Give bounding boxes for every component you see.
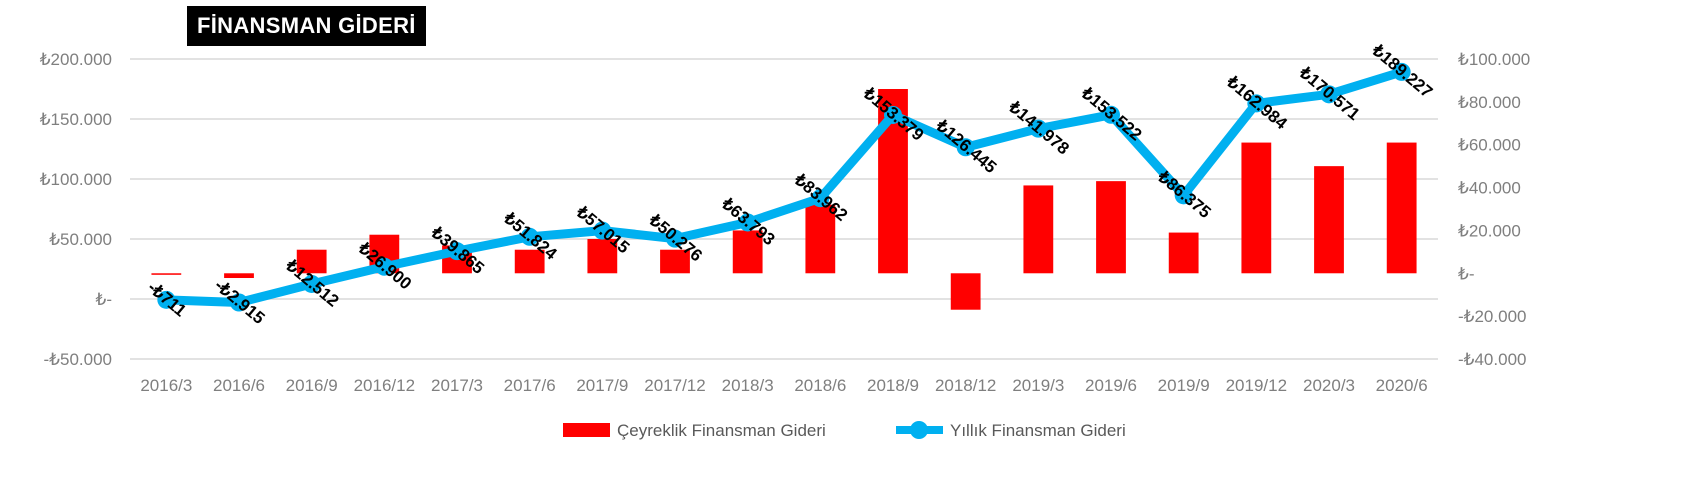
bar xyxy=(1168,232,1199,274)
left-tick-label: ₺100.000 xyxy=(40,170,112,189)
line-point xyxy=(520,227,539,246)
right-tick-label: ₺20.000 xyxy=(1458,221,1521,240)
line-point xyxy=(738,213,757,232)
bar xyxy=(660,249,690,274)
left-tick-label: -₺50.000 xyxy=(44,350,112,369)
x-tick-label: 2016/12 xyxy=(354,376,415,395)
legend-swatch-marker xyxy=(910,421,928,439)
line-point xyxy=(1029,119,1048,138)
right-tick-label: ₺40.000 xyxy=(1458,179,1521,198)
x-tick-label: 2019/3 xyxy=(1012,376,1064,395)
x-tick-label: 2017/9 xyxy=(576,376,628,395)
data-label: ₺153.522 xyxy=(1077,83,1145,145)
bar xyxy=(1386,142,1417,274)
bar xyxy=(1314,166,1344,274)
data-label: ₺189.227 xyxy=(1368,40,1436,102)
legend: Çeyreklik Finansman Gideri Yıllık Finansm… xyxy=(563,421,1126,440)
bar xyxy=(950,273,981,310)
x-tick-label: 2017/12 xyxy=(644,376,705,395)
line-point xyxy=(884,105,902,124)
x-tick-label: 2019/12 xyxy=(1226,376,1287,395)
left-tick-label: ₺50.000 xyxy=(49,230,112,249)
x-tick-label: 2018/12 xyxy=(935,376,996,395)
line-series xyxy=(157,62,1411,312)
x-tick-label: 2018/3 xyxy=(722,376,774,395)
x-tick-label: 2020/3 xyxy=(1303,376,1355,395)
line-point xyxy=(1247,94,1266,113)
data-label: ₺126.445 xyxy=(932,115,1000,177)
line-point xyxy=(1174,186,1193,205)
right-tick-label: ₺60.000 xyxy=(1458,136,1521,155)
legend-swatch-bar xyxy=(563,423,610,437)
x-tick-label: 2018/9 xyxy=(867,376,919,395)
chart-title: FİNANSMAN GİDERİ xyxy=(187,6,426,46)
x-tick-label: 2019/9 xyxy=(1158,376,1210,395)
line-point xyxy=(1102,105,1120,124)
line-point xyxy=(302,274,321,293)
line-point xyxy=(593,221,612,240)
line-point xyxy=(448,242,466,261)
x-tick-label: 2020/6 xyxy=(1376,376,1428,395)
line-point xyxy=(375,257,394,276)
line-point xyxy=(956,138,975,157)
left-tick-label: ₺200.000 xyxy=(40,50,112,69)
bar xyxy=(587,239,618,274)
bar xyxy=(1241,142,1272,274)
line-point xyxy=(230,293,248,312)
bar xyxy=(224,273,254,279)
line-point xyxy=(157,290,176,309)
left-tick-label: ₺- xyxy=(96,290,112,309)
left-tick-label: ₺150.000 xyxy=(40,110,112,129)
x-tick-label: 2017/6 xyxy=(504,376,556,395)
bar xyxy=(514,249,545,274)
bar-series xyxy=(151,89,1417,310)
line-path xyxy=(161,67,1407,307)
line-point xyxy=(1320,85,1338,104)
x-tick-label: 2016/9 xyxy=(286,376,338,395)
right-axis: ₺100.000 ₺80.000 ₺60.000 ₺40.000 ₺20.000 ₺- -₺… xyxy=(1458,50,1530,369)
right-tick-label: -₺20.000 xyxy=(1458,307,1526,326)
right-tick-label: -₺40.000 xyxy=(1458,350,1526,369)
left-axis: ₺200.000 ₺150.000 ₺100.000 ₺50.000 ₺- -₺50.00… xyxy=(40,50,112,369)
x-tick-label: 2019/6 xyxy=(1085,376,1137,395)
bar xyxy=(1023,185,1054,274)
legend-label-bar: Çeyreklik Finansman Gideri xyxy=(617,421,826,440)
line-point xyxy=(1392,62,1411,81)
bar xyxy=(151,273,182,275)
x-tick-label: 2018/6 xyxy=(794,376,846,395)
line-point xyxy=(666,229,684,248)
bar xyxy=(296,249,327,274)
grid-lines xyxy=(130,58,1438,360)
x-tick-label: 2016/3 xyxy=(140,376,192,395)
x-tick-label: 2016/6 xyxy=(213,376,265,395)
right-tick-label: ₺- xyxy=(1458,264,1474,283)
x-axis: 2016/3 2016/6 2016/9 2016/12 2017/3 2017/6 201… xyxy=(140,376,1427,395)
x-tick-label: 2017/3 xyxy=(431,376,483,395)
bar xyxy=(805,204,836,274)
right-tick-label: ₺100.000 xyxy=(1458,50,1530,69)
right-tick-label: ₺80.000 xyxy=(1458,93,1521,112)
line-point xyxy=(811,189,830,208)
bar xyxy=(732,230,763,274)
bar xyxy=(1096,181,1126,274)
legend-label-line: Yıllık Finansman Gideri xyxy=(950,421,1126,440)
